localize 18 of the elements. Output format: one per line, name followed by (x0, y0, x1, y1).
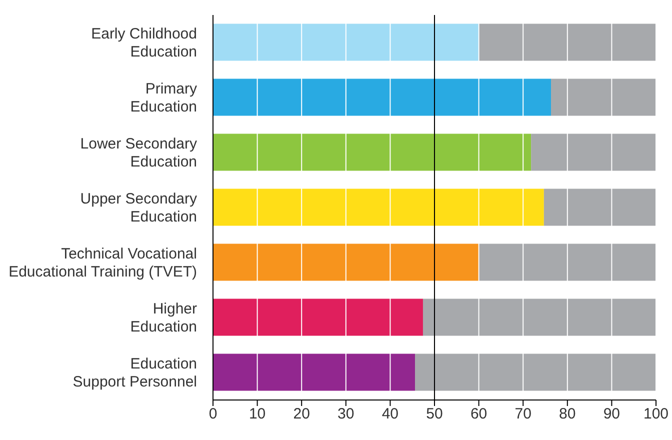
y-tick-label: Higher Education (130, 300, 198, 336)
x-tick-label: 60 (470, 406, 488, 423)
y-tick-label: Lower Secondary Education (80, 136, 198, 170)
x-tick-label: 10 (248, 406, 266, 423)
x-tick-label: 30 (338, 406, 354, 423)
y-tick-label: Technical Vocational Educational Training (TVET) (8, 246, 197, 280)
y-tick-label: Primary Education (130, 80, 198, 116)
x-tick-label: 90 (603, 406, 620, 423)
x-tick-label: 80 (559, 406, 576, 423)
x-tick-label: 40 (382, 406, 399, 423)
y-tick-label: Education Support Personnel (72, 356, 197, 390)
x-tick-label: 50 (426, 406, 443, 423)
x-tick-label: 0 (208, 406, 218, 423)
x-tick-label: 70 (514, 406, 532, 423)
x-tick-label: 20 (293, 406, 310, 423)
y-tick-label: Early Childhood Education (91, 26, 197, 60)
x-tick-label: 100 (643, 406, 669, 423)
y-tick-label: Upper Secondary Education (80, 190, 198, 226)
